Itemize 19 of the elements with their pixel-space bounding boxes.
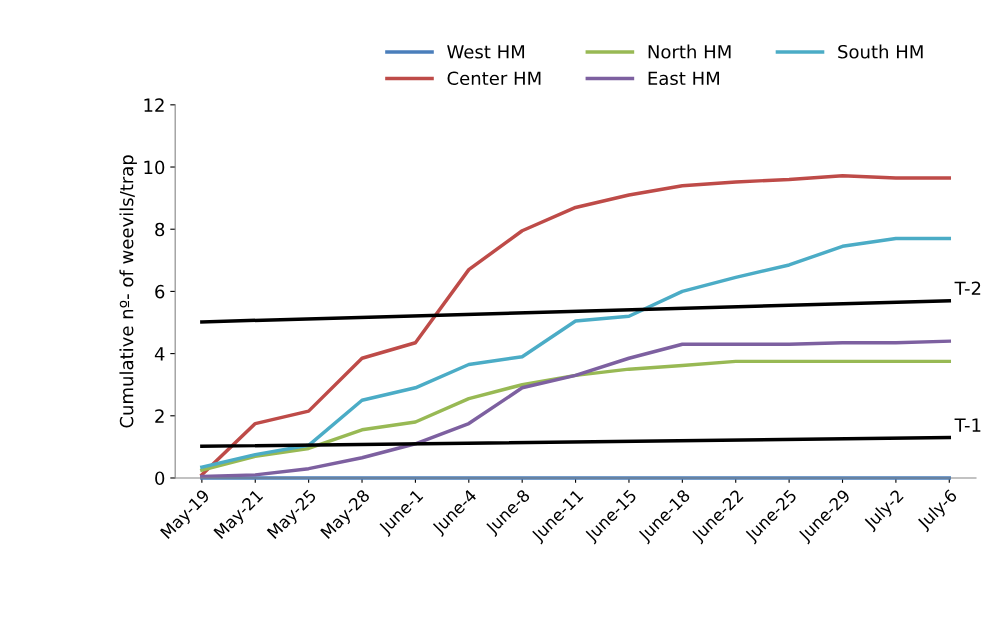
y-tick-label: 0 [155, 471, 165, 486]
y-tick-label: 10 [144, 160, 165, 175]
legend-label: Center HM [447, 71, 541, 86]
line-series [200, 359, 952, 472]
legend-label: South HM [838, 44, 923, 59]
y-tick-label: 2 [155, 409, 164, 423]
legend-label: West HM [447, 45, 525, 59]
y-tick-label: 12 [144, 98, 164, 112]
line-series [200, 339, 952, 479]
line-series [200, 236, 952, 469]
line-series [200, 173, 952, 477]
legend-label: East HM [648, 71, 719, 86]
series-label: T-2 [954, 281, 981, 295]
y-tick-label: 4 [154, 347, 165, 361]
y-tick-label: 8 [155, 222, 165, 237]
legend-label: North HM [648, 44, 731, 59]
y-axis-title: Cumulative nº- of weevils/trap [119, 155, 137, 428]
y-tick-label: 6 [155, 284, 165, 299]
series-label: T-1 [954, 418, 981, 432]
